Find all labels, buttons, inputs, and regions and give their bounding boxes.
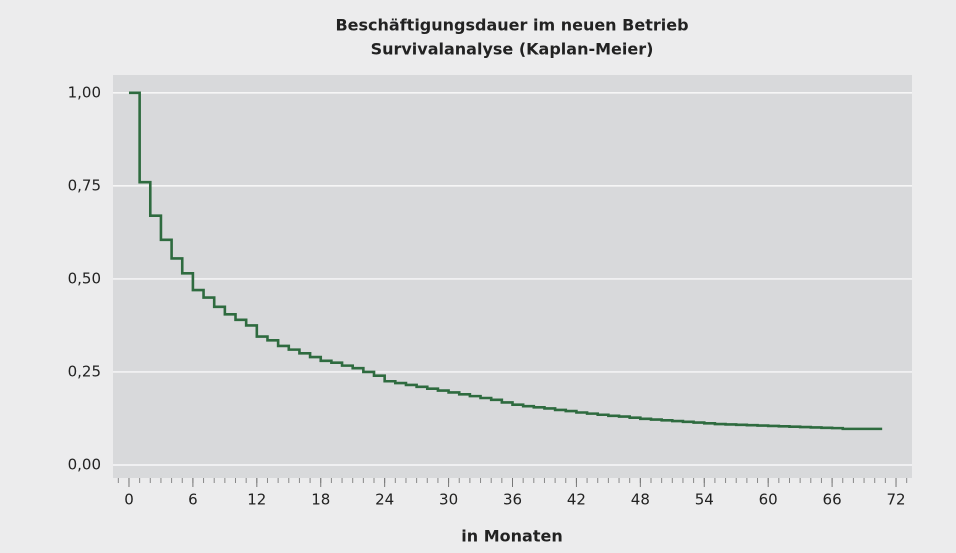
x-tick-label: 66	[823, 491, 842, 509]
x-tick-label: 60	[759, 491, 778, 509]
x-tick-label: 12	[247, 491, 266, 509]
x-axis-label: in Monaten	[461, 527, 562, 546]
x-tick-label: 54	[695, 491, 714, 509]
x-tick-label: 72	[886, 491, 905, 509]
x-tick-label: 30	[439, 491, 458, 509]
x-tick-label: 36	[503, 491, 522, 509]
survival-line	[128, 91, 883, 431]
x-tick-label: 42	[567, 491, 586, 509]
plot-area	[113, 75, 912, 478]
x-tick-label: 24	[375, 491, 394, 509]
x-tick-label: 48	[631, 491, 650, 509]
y-tick-label: 1,00	[68, 83, 101, 101]
chart-subtitle: Survivalanalyse (Kaplan-Meier)	[371, 40, 654, 59]
x-tick-label: 18	[311, 491, 330, 509]
y-tick-label: 0,00	[68, 455, 101, 473]
y-tick-label: 0,50	[68, 269, 101, 287]
y-tick-label: 0,75	[68, 176, 101, 194]
chart-title: Beschäftigungsdauer im neuen Betrieb	[335, 16, 688, 35]
y-tick-label: 0,25	[68, 362, 101, 380]
x-tick-label: 0	[124, 491, 134, 509]
x-tick-label: 6	[188, 491, 198, 509]
